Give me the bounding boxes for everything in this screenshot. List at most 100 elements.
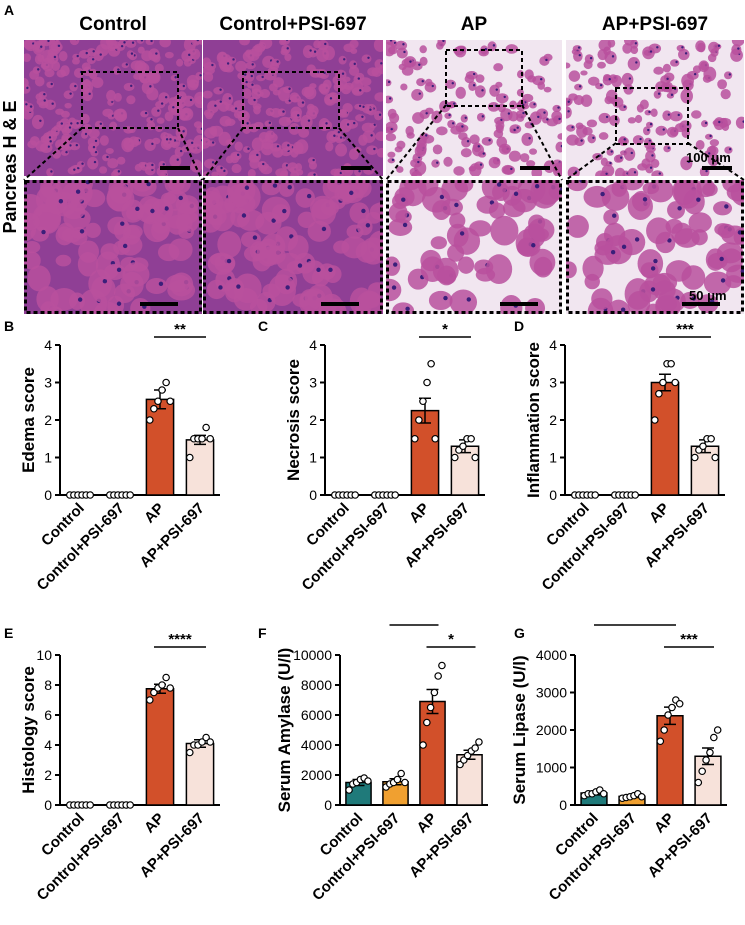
bar-3	[691, 446, 718, 495]
data-point	[412, 436, 418, 442]
histology-image-zoom-1	[203, 180, 383, 314]
data-point	[707, 749, 713, 755]
data-point	[159, 682, 165, 688]
bar-3	[186, 440, 213, 495]
y-axis-label: Serum Lipase (U/l)	[510, 655, 529, 804]
y-tick-label: 6000	[301, 707, 332, 723]
data-point	[656, 391, 662, 397]
data-point	[167, 398, 173, 404]
x-tick-label: AP	[646, 500, 673, 527]
data-point	[159, 387, 165, 393]
data-point	[346, 787, 352, 793]
y-axis-label: Serum Amylase (U/l)	[275, 648, 294, 813]
x-tick-label: AP	[141, 500, 168, 527]
column-header-control: Control	[24, 14, 202, 36]
data-point	[127, 492, 133, 498]
data-point	[432, 436, 438, 442]
y-tick-label: 8000	[301, 677, 332, 693]
y-tick-label: 0	[324, 797, 332, 813]
x-tick-label: AP	[651, 810, 678, 837]
data-point	[460, 443, 466, 449]
data-point	[431, 689, 437, 695]
y-tick-label: 0	[309, 487, 317, 503]
y-tick-label: 10000	[293, 647, 332, 663]
y-tick-label: 3	[309, 375, 317, 391]
data-point	[163, 379, 169, 385]
column-header-ap-psi: AP+PSI-697	[566, 14, 744, 36]
scale-bar-label-top: 100 μm	[686, 150, 731, 165]
histology-image-zoom-2	[386, 180, 562, 314]
data-point	[163, 674, 169, 680]
data-point	[424, 379, 430, 385]
x-tick-label: AP	[414, 810, 441, 837]
data-point	[155, 398, 161, 404]
y-tick-label: 2	[309, 412, 317, 428]
data-point	[669, 704, 675, 710]
y-tick-label: 0	[549, 487, 557, 503]
data-point	[416, 417, 422, 423]
y-tick-label: 1	[309, 450, 317, 466]
data-point	[147, 417, 153, 423]
y-tick-label: 4000	[301, 737, 332, 753]
data-point	[392, 492, 398, 498]
significance-label: *	[448, 631, 454, 648]
y-tick-label: 4	[44, 337, 52, 353]
data-point	[661, 727, 667, 733]
y-tick-label: 2	[549, 412, 557, 428]
y-tick-label: 2	[44, 767, 52, 783]
row-label-text: Pancreas H & E	[0, 100, 20, 233]
y-tick-label: 0	[44, 487, 52, 503]
data-point	[420, 398, 426, 404]
data-point	[711, 734, 717, 740]
data-point	[87, 492, 93, 498]
data-point	[435, 673, 441, 679]
significance-label: ***	[676, 321, 694, 338]
bar-2	[146, 689, 173, 805]
y-tick-label: 2000	[536, 722, 567, 738]
data-point	[424, 719, 430, 725]
data-point	[692, 454, 698, 460]
histology-image-zoom-0	[24, 180, 202, 314]
data-point	[638, 794, 644, 800]
data-point	[427, 704, 433, 710]
y-tick-label: 4	[309, 337, 317, 353]
data-point	[468, 436, 474, 442]
data-point	[127, 802, 133, 808]
data-point	[632, 492, 638, 498]
bar-2	[420, 702, 445, 806]
y-axis-label: Edema score	[19, 367, 38, 473]
y-tick-label: 2000	[301, 767, 332, 783]
data-point	[695, 779, 701, 785]
histology-image-overview-1	[203, 40, 383, 176]
data-point	[420, 742, 426, 748]
data-point	[676, 701, 682, 707]
y-tick-label: 4000	[536, 647, 567, 663]
data-point	[712, 454, 718, 460]
histology-image-overview-0	[24, 40, 202, 176]
x-tick-label: AP	[141, 810, 168, 837]
scale-bar-label-bottom: 50 μm	[689, 288, 727, 303]
y-tick-label: 3000	[536, 685, 567, 701]
data-point	[394, 776, 400, 782]
data-point	[703, 757, 709, 763]
data-point	[203, 424, 209, 430]
y-tick-label: 0	[559, 797, 567, 813]
y-tick-label: 0	[44, 797, 52, 813]
y-axis-label: Necrosis score	[284, 359, 303, 481]
y-tick-label: 3	[44, 375, 52, 391]
data-point	[699, 768, 705, 774]
data-point	[665, 712, 671, 718]
data-point	[708, 436, 714, 442]
data-point	[660, 379, 666, 385]
significance-label: ****	[623, 620, 647, 626]
data-point	[700, 443, 706, 449]
y-tick-label: 4	[44, 737, 52, 753]
y-tick-label: 1	[44, 450, 52, 466]
data-point	[592, 492, 598, 498]
data-point	[147, 697, 153, 703]
bar-2	[146, 399, 173, 495]
